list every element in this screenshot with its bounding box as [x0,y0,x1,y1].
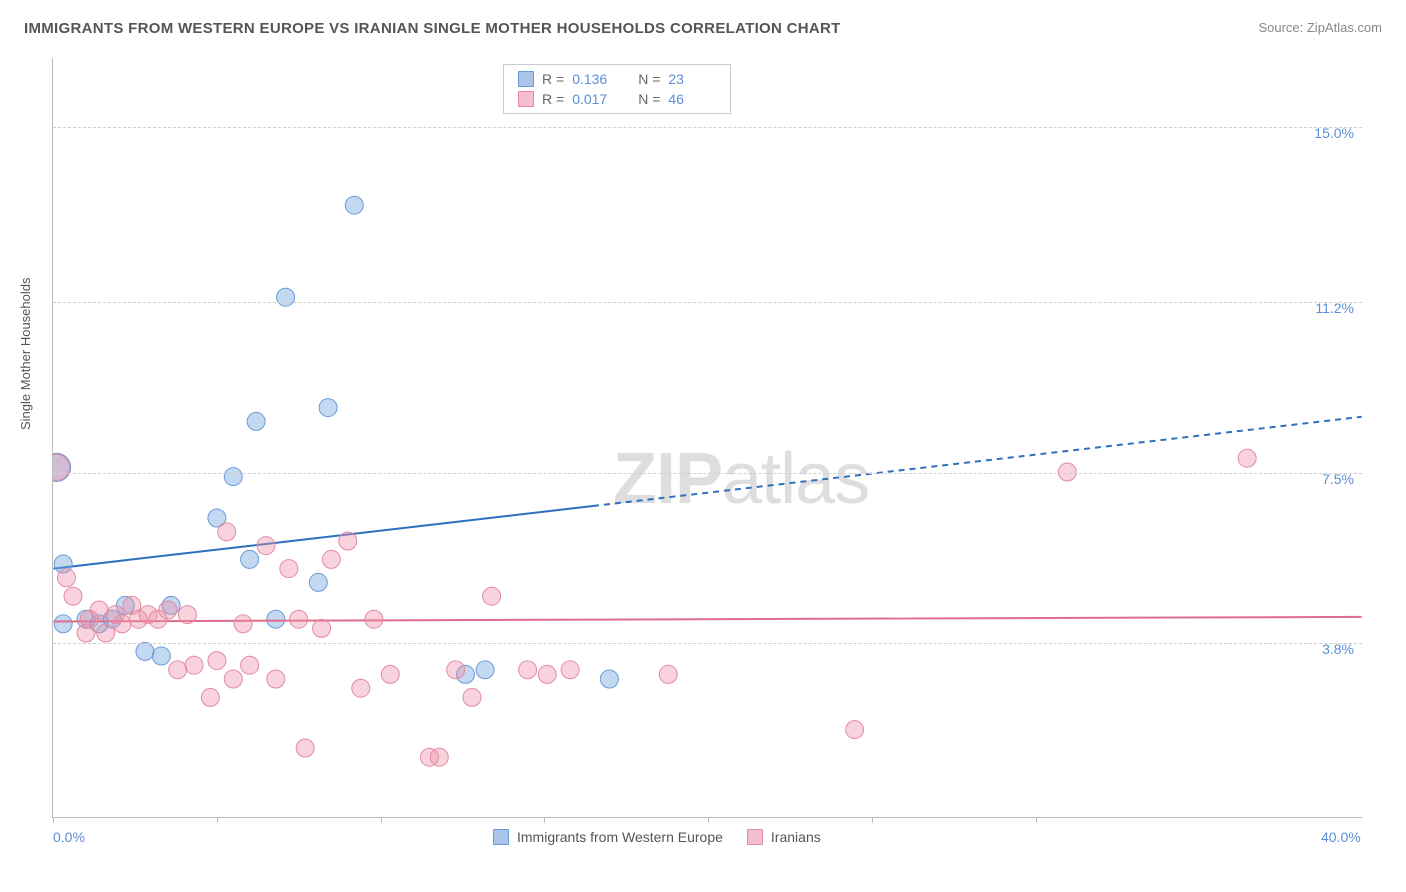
x-tick [872,817,873,823]
x-tick [708,817,709,823]
stat-r-value-2: 0.017 [572,91,620,107]
chart-container: IMMIGRANTS FROM WESTERN EUROPE VS IRANIA… [0,0,1406,892]
stat-r-label2: R = [542,91,564,107]
gridline [53,473,1362,474]
stat-r-value-1: 0.136 [572,71,620,87]
stat-n-value-2: 46 [668,91,716,107]
legend-item-2: Iranians [747,829,821,845]
x-tick [53,817,54,823]
watermark-rest: atlas [722,439,869,519]
stats-row-series1: R = 0.136 N = 23 [518,69,716,89]
stat-n-value-1: 23 [668,71,716,87]
gridline [53,127,1362,128]
stats-box: R = 0.136 N = 23 R = 0.017 N = 46 [503,64,731,114]
y-tick-label: 11.2% [1315,300,1354,316]
legend-swatch-1 [493,829,509,845]
legend-item-1: Immigrants from Western Europe [493,829,723,845]
y-tick-label: 15.0% [1314,125,1354,141]
x-tick [544,817,545,823]
y-tick-label: 7.5% [1322,471,1354,487]
stat-n-label2: N = [638,91,660,107]
chart-title: IMMIGRANTS FROM WESTERN EUROPE VS IRANIA… [24,20,841,37]
watermark: ZIPatlas [613,438,869,520]
legend-label-2: Iranians [771,829,821,845]
y-tick-label: 3.8% [1322,641,1354,657]
legend-label-1: Immigrants from Western Europe [517,829,723,845]
stat-r-label: R = [542,71,564,87]
x-tick-label: 40.0% [1321,829,1361,845]
x-tick-label: 0.0% [53,829,85,845]
plot-area: ZIPatlas R = 0.136 N = 23 R = 0.017 N = … [52,58,1362,818]
stats-row-series2: R = 0.017 N = 46 [518,89,716,109]
x-tick [381,817,382,823]
chart-source: Source: ZipAtlas.com [1258,20,1382,35]
bottom-legend: Immigrants from Western Europe Iranians [493,829,821,845]
x-tick [1036,817,1037,823]
gridline [53,302,1362,303]
gridline [53,643,1362,644]
x-tick [217,817,218,823]
y-axis-label: Single Mother Households [18,278,33,430]
scatter-svg [53,58,1362,817]
swatch-series2 [518,91,534,107]
legend-swatch-2 [747,829,763,845]
watermark-bold: ZIP [613,439,722,519]
swatch-series1 [518,71,534,87]
stat-n-label: N = [638,71,660,87]
